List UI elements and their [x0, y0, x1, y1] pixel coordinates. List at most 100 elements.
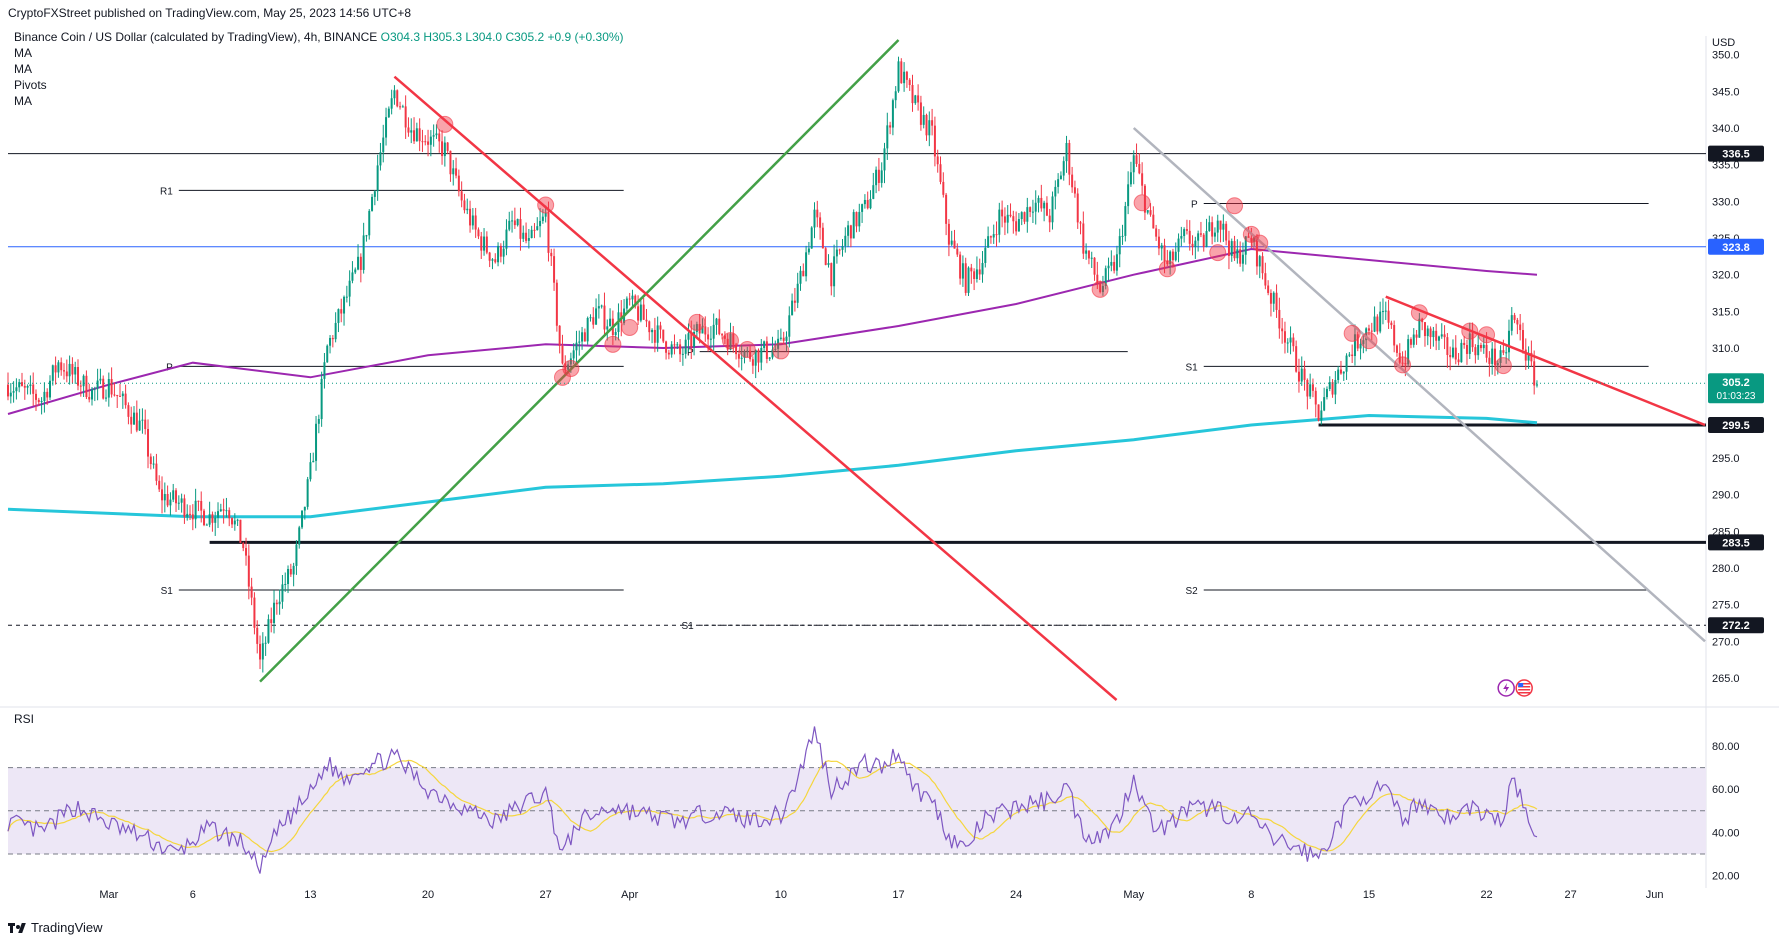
candle-body-9[interactable] [32, 384, 35, 394]
candle-body-94[interactable] [270, 619, 273, 624]
candle-body-121[interactable] [345, 296, 348, 298]
candle-body-194[interactable] [550, 252, 553, 257]
candle-body-420[interactable] [1183, 229, 1186, 237]
candle-body-328[interactable] [925, 114, 928, 136]
candle-body-156[interactable] [443, 142, 446, 157]
candle-body-318[interactable] [897, 61, 900, 92]
candle-body-521[interactable] [1465, 345, 1468, 354]
candle-body-474[interactable] [1334, 379, 1337, 395]
candle-body-462[interactable] [1300, 368, 1303, 382]
candle-body-543[interactable] [1527, 352, 1530, 361]
candle-body-80[interactable] [231, 518, 234, 525]
candle-body-144[interactable] [410, 130, 413, 133]
candle-body-487[interactable] [1370, 330, 1373, 332]
candle-body-174[interactable] [494, 259, 497, 263]
candle-body-73[interactable] [211, 514, 214, 523]
candle-body-400[interactable] [1127, 184, 1130, 207]
candle-body-510[interactable] [1435, 330, 1438, 341]
candle-body-406[interactable] [1143, 185, 1146, 213]
candle-body-350[interactable] [987, 236, 990, 248]
candle-body-88[interactable] [253, 597, 256, 628]
candle-body-535[interactable] [1505, 352, 1508, 354]
candle-body-390[interactable] [1099, 283, 1102, 293]
candle-body-17[interactable] [54, 365, 57, 373]
candle-body-196[interactable] [555, 282, 558, 326]
candle-body-478[interactable] [1345, 355, 1348, 372]
candle-body-480[interactable] [1351, 354, 1354, 357]
candle-body-180[interactable] [511, 220, 514, 222]
candle-body-519[interactable] [1460, 342, 1463, 363]
candle-body-30[interactable] [91, 388, 94, 400]
candle-body-410[interactable] [1155, 228, 1158, 237]
candle-body-37[interactable] [110, 379, 113, 395]
candle-body-432[interactable] [1216, 220, 1219, 233]
candle-body-115[interactable] [329, 338, 332, 346]
candle-body-403[interactable] [1135, 155, 1138, 164]
candle-body-32[interactable] [96, 380, 99, 389]
candle-body-285[interactable] [805, 252, 808, 277]
candle-body-68[interactable] [197, 500, 200, 502]
candle-body-188[interactable] [533, 229, 536, 231]
trendline-red-resistance[interactable] [393, 75, 1118, 701]
trendline-gray-channel[interactable] [1132, 127, 1706, 643]
candle-body-61[interactable] [177, 502, 180, 504]
candle-body-122[interactable] [348, 280, 351, 297]
candle-body-124[interactable] [354, 269, 357, 273]
candle-body-345[interactable] [973, 271, 976, 279]
candle-body-422[interactable] [1188, 230, 1191, 244]
candle-body-343[interactable] [967, 267, 970, 293]
candle-body-252[interactable] [712, 324, 715, 339]
candle-body-439[interactable] [1236, 249, 1239, 259]
candle-body-332[interactable] [936, 156, 939, 165]
candle-body-425[interactable] [1197, 233, 1200, 241]
candle-body-40[interactable] [119, 395, 122, 397]
candle-body-230[interactable] [651, 329, 654, 333]
candle-body-495[interactable] [1393, 325, 1396, 346]
candle-body-339[interactable] [956, 248, 959, 255]
candle-body-310[interactable] [875, 169, 878, 186]
trendline-green-support[interactable] [259, 39, 900, 683]
candle-body-491[interactable] [1381, 311, 1384, 313]
candle-body-101[interactable] [289, 569, 292, 575]
candle-body-237[interactable] [670, 344, 673, 355]
candle-body-210[interactable] [595, 308, 598, 325]
candle-body-93[interactable] [267, 619, 270, 643]
candle-body-407[interactable] [1146, 210, 1149, 213]
candle-body-155[interactable] [441, 141, 444, 157]
candle-body-338[interactable] [953, 240, 956, 249]
candle-body-132[interactable] [376, 165, 379, 192]
candle-body-486[interactable] [1367, 328, 1370, 331]
candle-body-41[interactable] [121, 393, 124, 397]
candle-body-209[interactable] [592, 317, 595, 325]
candle-body-259[interactable] [732, 333, 735, 345]
candle-body-140[interactable] [399, 106, 402, 108]
candle-body-440[interactable] [1239, 249, 1242, 264]
candle-body-540[interactable] [1519, 324, 1522, 331]
candle-body-6[interactable] [23, 385, 26, 388]
candle-body-405[interactable] [1141, 173, 1144, 186]
candle-body-461[interactable] [1297, 371, 1300, 382]
candle-body-388[interactable] [1093, 257, 1096, 275]
candle-body-246[interactable] [695, 324, 698, 332]
candle-body-265[interactable] [749, 350, 752, 360]
candle-body-273[interactable] [771, 349, 774, 358]
candle-body-202[interactable] [572, 350, 575, 359]
candle-body-359[interactable] [1012, 216, 1015, 222]
candle-body-206[interactable] [583, 332, 586, 342]
candle-body-528[interactable] [1485, 344, 1488, 358]
candle-body-541[interactable] [1521, 330, 1524, 350]
candle-body-148[interactable] [421, 141, 424, 143]
candle-body-128[interactable] [365, 235, 368, 237]
candle-body-308[interactable] [869, 198, 872, 209]
candle-body-311[interactable] [877, 169, 880, 183]
candle-body-11[interactable] [37, 399, 40, 403]
candle-body-72[interactable] [208, 514, 211, 525]
candle-body-483[interactable] [1359, 343, 1362, 349]
candle-body-529[interactable] [1488, 357, 1491, 364]
candle-body-15[interactable] [49, 380, 52, 398]
candle-body-473[interactable] [1331, 382, 1334, 395]
candle-body-176[interactable] [499, 245, 502, 257]
candle-body-241[interactable] [681, 353, 684, 355]
candle-body-344[interactable] [970, 267, 973, 272]
candle-body-384[interactable] [1082, 223, 1085, 254]
